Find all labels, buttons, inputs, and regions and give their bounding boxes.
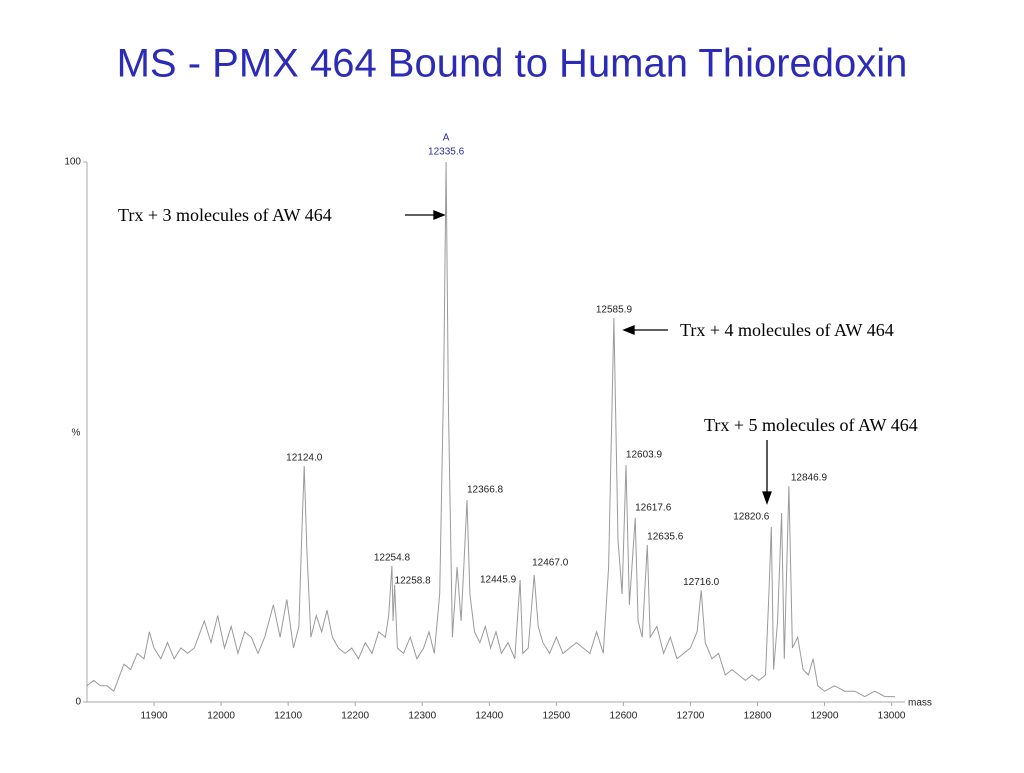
peak-label: 12124.0 — [286, 453, 323, 464]
arrows — [405, 210, 772, 505]
arrow-head — [433, 210, 446, 220]
y-tick-label: 0 — [75, 697, 81, 708]
annotation: Trx + 4 molecules of AW 464 — [680, 320, 894, 340]
peak-label: 12846.9 — [791, 473, 828, 484]
x-tick-label: 12500 — [542, 711, 570, 722]
peak-label: 12820.6 — [733, 512, 770, 523]
arrow-head — [762, 491, 772, 505]
x-tick-label: 12300 — [408, 711, 436, 722]
x-tick-label: 13000 — [878, 711, 906, 722]
peak-label: 12617.6 — [635, 503, 672, 514]
y-tick-label: 100 — [64, 157, 81, 168]
x-axis-label: mass — [908, 698, 932, 709]
peak-label: 12258.8 — [395, 575, 432, 586]
spectrum-line — [86, 161, 895, 698]
x-tick-label: 12900 — [811, 711, 839, 722]
y-axis-label: % — [72, 428, 81, 439]
x-tick-label: 12400 — [475, 711, 503, 722]
peak-label: 12445.9 — [480, 575, 517, 586]
x-tick-label: 12000 — [207, 711, 235, 722]
x-tick-label: 12800 — [744, 711, 772, 722]
peak-label: 12335.6 — [428, 147, 465, 158]
peak-marker: A — [443, 133, 450, 144]
peak-label: 12254.8 — [374, 553, 411, 564]
x-tick-label: 12600 — [609, 711, 637, 722]
peak-label: 12603.9 — [626, 450, 663, 461]
peak-label: 12467.0 — [532, 558, 569, 569]
peak-label: 12585.9 — [596, 305, 633, 316]
peak-label: 12366.8 — [467, 485, 504, 496]
annotation: Trx + 3 molecules of AW 464 — [118, 205, 332, 225]
x-tick-label: 12700 — [677, 711, 705, 722]
peak-label: 12635.6 — [647, 532, 684, 543]
annotation: Trx + 5 molecules of AW 464 — [704, 415, 918, 435]
arrow-head — [622, 325, 635, 335]
x-tick-label: 12100 — [274, 711, 302, 722]
x-tick-label: 11900 — [141, 711, 169, 722]
x-tick-label: 12200 — [341, 711, 369, 722]
chart-title: MS - PMX 464 Bound to Human Thioredoxin — [117, 42, 908, 86]
peak-label: 12716.0 — [683, 577, 720, 588]
